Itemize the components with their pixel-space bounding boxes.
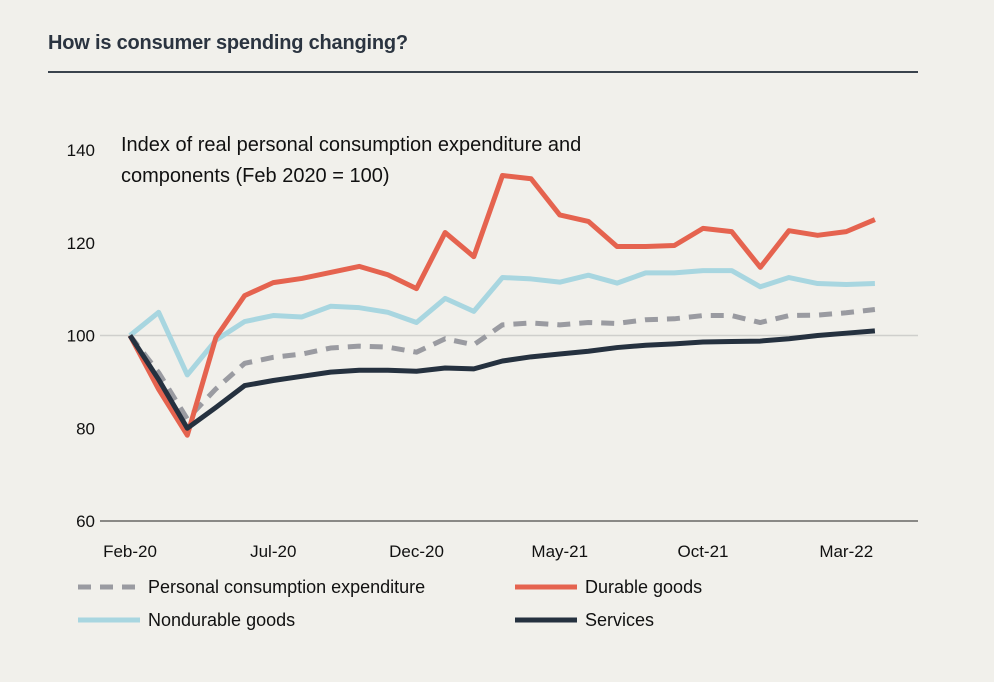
chart-subtitle-line-2: components (Feb 2020 = 100) [121, 165, 390, 187]
legend-item: Durable goods [515, 577, 702, 597]
x-tick-label: Jul-20 [250, 542, 296, 561]
chart-subtitle-line-1: Index of real personal consumption expen… [121, 134, 581, 156]
legend-item: Personal consumption expenditure [78, 577, 425, 597]
legend-label: Services [585, 610, 654, 630]
legend-label: Nondurable goods [148, 610, 295, 630]
x-tick-label: Oct-21 [677, 542, 728, 561]
legend-item: Nondurable goods [78, 610, 295, 630]
series-line-durable-goods [127, 173, 876, 438]
y-tick-label: 120 [67, 234, 95, 253]
page-title: How is consumer spending changing? [48, 32, 408, 54]
x-tick-label: Mar-22 [819, 542, 873, 561]
series-line-nondurable-goods [128, 268, 875, 378]
y-tick-label: 140 [67, 141, 95, 160]
legend-item: Services [515, 610, 654, 630]
x-tick-label: Dec-20 [389, 542, 444, 561]
series-line-services [127, 328, 876, 431]
legend-label: Durable goods [585, 577, 702, 597]
x-tick-label: Feb-20 [103, 542, 157, 561]
y-tick-label: 60 [76, 512, 95, 531]
legend-label: Personal consumption expenditure [148, 577, 425, 597]
x-tick-label: May-21 [531, 542, 588, 561]
y-tick-label: 100 [67, 327, 95, 346]
title-divider [48, 71, 918, 73]
series-line-personal-consumption-expenditure [128, 307, 876, 422]
y-tick-label: 80 [76, 419, 95, 438]
